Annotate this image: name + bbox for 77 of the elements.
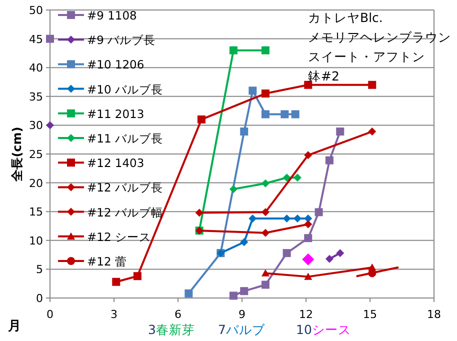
point (184, 289, 193, 298)
point (133, 272, 142, 280)
point (280, 110, 289, 118)
point (304, 151, 312, 160)
x-tick-label: 15 (363, 308, 377, 321)
y-tick-label: 45 (29, 32, 43, 46)
y-tick-label: 5 (36, 263, 43, 276)
point (261, 208, 270, 216)
point (282, 214, 291, 223)
legend-label: #10 バルブ長 (87, 82, 163, 96)
y-axis-title: 全長(cm) (10, 126, 24, 182)
legend-label: #10 1206 (87, 58, 144, 72)
x-tick-label: 18 (427, 308, 441, 321)
y-tick-label: 25 (29, 148, 43, 161)
point (261, 179, 270, 188)
point (325, 254, 334, 263)
point (282, 174, 291, 182)
y-tick-label: 10 (29, 234, 43, 248)
point (229, 185, 238, 194)
point (46, 121, 54, 130)
legend-label: #9 1108 (87, 8, 137, 22)
point (368, 80, 376, 89)
point (314, 208, 323, 216)
x-tick-label: 6 (174, 308, 182, 321)
legend-label: #9 バルブ長 (87, 33, 156, 48)
point (248, 86, 257, 95)
point (197, 115, 206, 124)
legend-label: #12 蕾 (87, 254, 127, 268)
legend-label: #12 バルブ長 (87, 180, 163, 195)
point (304, 80, 312, 89)
point (240, 238, 248, 246)
point (302, 253, 314, 266)
point (240, 128, 248, 136)
y-tick-label: 0 (36, 292, 43, 305)
x-tick-label: 0 (46, 308, 54, 321)
point (336, 249, 344, 258)
legend-label: #12 1403 (87, 156, 144, 170)
point (248, 214, 257, 223)
point (261, 46, 270, 54)
x-tick-label: 9 (238, 308, 246, 321)
point (293, 174, 302, 182)
point (195, 208, 204, 217)
point (261, 110, 270, 118)
point (46, 34, 54, 43)
legend-label: #11 2013 (87, 106, 144, 121)
point (261, 228, 270, 237)
point (261, 269, 270, 276)
legend-label: #11 バルブ長 (87, 132, 163, 146)
point (229, 292, 238, 300)
y-tick-label: 50 (29, 4, 43, 17)
point (325, 156, 334, 164)
point (261, 90, 270, 98)
point (282, 249, 291, 258)
x-tick-label: 12 (299, 308, 313, 321)
point (304, 272, 312, 280)
text: 10シース (296, 322, 351, 337)
point (240, 287, 248, 296)
point (112, 278, 120, 286)
point (304, 220, 312, 228)
point (304, 234, 312, 242)
x-tick-label: 3 (110, 308, 118, 321)
text: カトレヤBlc.メモリアヘレンブラウンスイート・アフトン鉢#2 (308, 10, 451, 84)
legend-label: #12 バルブ幅 (87, 205, 163, 220)
point (291, 110, 300, 118)
y-tick-label: 30 (29, 119, 43, 132)
y-tick-label: 40 (29, 62, 43, 75)
legend-label: #12 シース (87, 230, 151, 244)
text: 3春新芽 (148, 322, 195, 337)
y-tick-label: 20 (29, 176, 43, 190)
point (229, 46, 238, 54)
point (336, 128, 344, 136)
y-tick-label: 35 (29, 90, 43, 104)
point (368, 128, 376, 136)
x-axis-title: 月 (7, 319, 21, 334)
text: 7バルブ (218, 322, 266, 337)
y-tick-label: 15 (29, 206, 43, 219)
point (261, 280, 270, 289)
